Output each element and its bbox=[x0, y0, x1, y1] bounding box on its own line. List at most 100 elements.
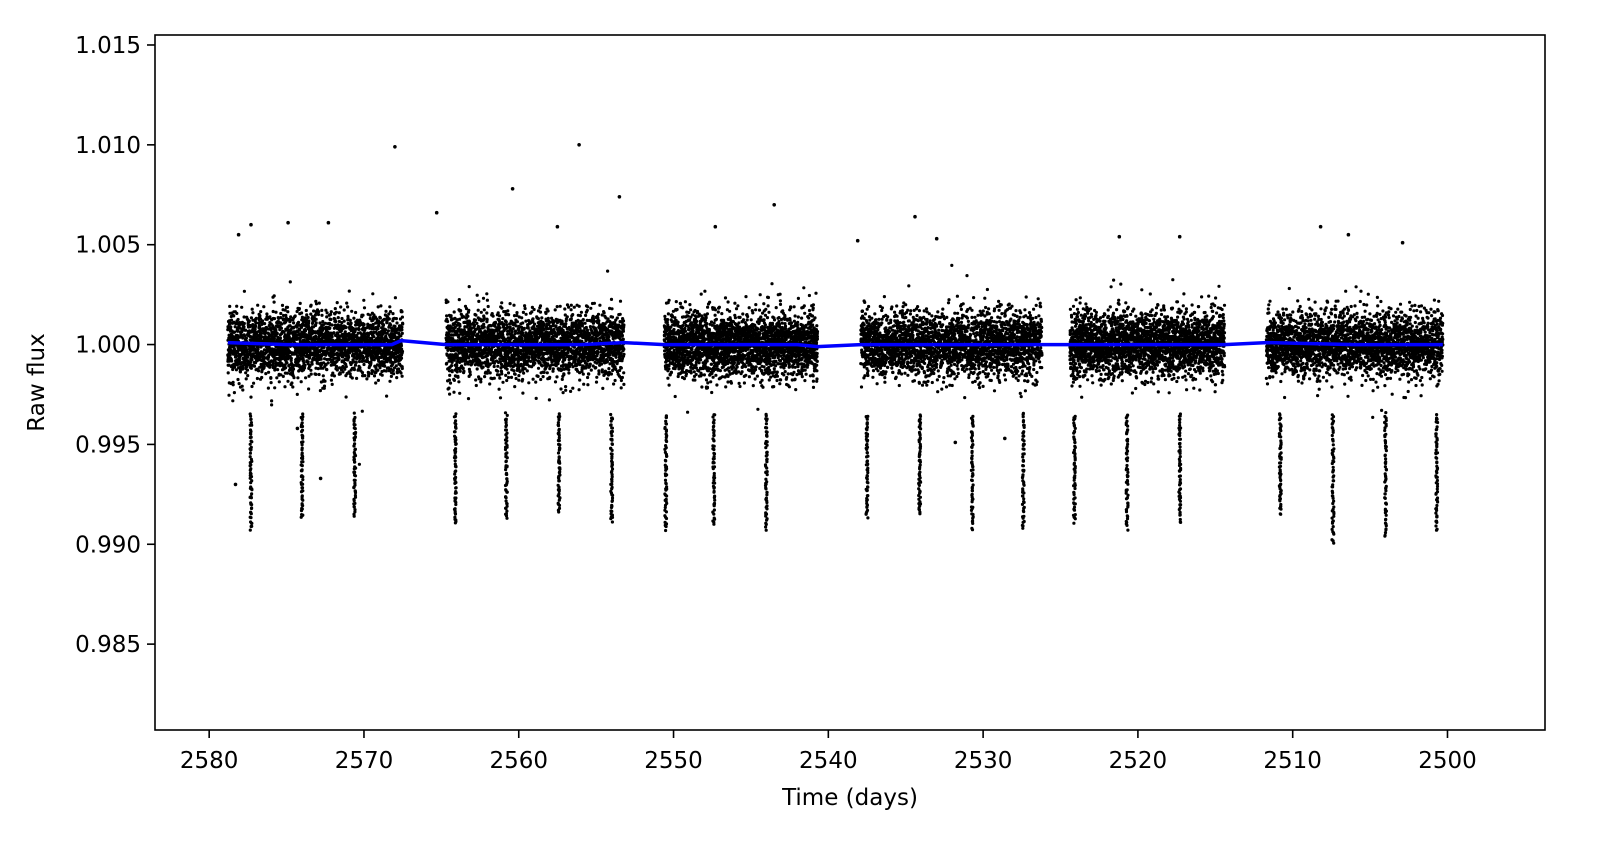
flux-point bbox=[332, 374, 336, 378]
flux-point bbox=[562, 373, 566, 377]
flux-point bbox=[361, 313, 365, 317]
flux-point bbox=[243, 328, 248, 332]
flux-point bbox=[262, 364, 266, 368]
flux-point bbox=[320, 313, 324, 317]
flux-point bbox=[394, 364, 398, 368]
flux-point bbox=[394, 317, 398, 321]
flux-point bbox=[455, 364, 459, 368]
flux-point bbox=[498, 326, 502, 330]
flux-point bbox=[310, 362, 314, 366]
flux-point bbox=[389, 323, 393, 327]
flux-point bbox=[510, 329, 514, 334]
flux-point bbox=[479, 377, 483, 381]
flux-point bbox=[565, 315, 569, 319]
flux-point bbox=[272, 300, 276, 304]
flux-point bbox=[240, 384, 244, 388]
flux-point bbox=[226, 371, 230, 375]
flux-point bbox=[567, 368, 571, 372]
flux-point bbox=[474, 313, 478, 317]
flux-point bbox=[513, 329, 518, 333]
flux-point bbox=[284, 313, 288, 317]
flux-point bbox=[309, 303, 313, 307]
flux-point bbox=[521, 391, 525, 395]
flux-point bbox=[344, 325, 348, 329]
flux-point bbox=[325, 311, 329, 315]
flux-point bbox=[577, 388, 581, 392]
flux-point bbox=[249, 366, 253, 370]
flux-point bbox=[347, 289, 351, 293]
flux-point bbox=[304, 376, 308, 380]
flux-point bbox=[534, 380, 538, 384]
flux-point bbox=[285, 305, 290, 309]
flux-point bbox=[276, 368, 280, 372]
flux-point bbox=[401, 322, 405, 326]
flux-point bbox=[512, 369, 516, 373]
flux-point bbox=[551, 367, 555, 371]
flux-point bbox=[383, 364, 387, 368]
flux-point bbox=[547, 398, 552, 402]
flux-point bbox=[393, 296, 397, 300]
flux-point bbox=[245, 368, 250, 372]
flux-point bbox=[318, 389, 322, 393]
flux-point bbox=[350, 349, 354, 353]
flux-point bbox=[569, 303, 573, 307]
flux-point bbox=[400, 310, 404, 314]
flux-point bbox=[601, 386, 605, 390]
flux-point bbox=[280, 322, 284, 326]
flux-point bbox=[269, 381, 273, 385]
flux-point bbox=[400, 328, 404, 332]
flux-point bbox=[283, 308, 287, 312]
flux-point bbox=[329, 312, 333, 316]
flux-point bbox=[266, 386, 270, 390]
flux-point bbox=[581, 372, 585, 376]
flux-point bbox=[360, 371, 365, 375]
flux-point bbox=[232, 314, 236, 318]
flux-point bbox=[339, 323, 343, 328]
flux-point bbox=[255, 359, 259, 363]
flux-point bbox=[317, 372, 321, 377]
flux-point bbox=[319, 357, 323, 361]
flux-point bbox=[250, 307, 254, 311]
flux-point bbox=[564, 388, 568, 392]
flux-point bbox=[540, 316, 544, 320]
flux-point bbox=[250, 358, 254, 362]
flux-point bbox=[393, 324, 397, 328]
flux-point bbox=[287, 335, 291, 339]
flux-point bbox=[267, 370, 271, 374]
flux-point bbox=[563, 356, 567, 360]
flux-point bbox=[531, 377, 535, 381]
flux-point bbox=[329, 310, 333, 314]
flux-point bbox=[275, 331, 279, 336]
flux-point bbox=[508, 302, 512, 306]
flux-point bbox=[254, 324, 258, 328]
flux-point bbox=[379, 304, 383, 308]
flux-point bbox=[278, 336, 282, 340]
flux-point bbox=[536, 317, 541, 321]
flux-point bbox=[314, 334, 318, 338]
flux-point bbox=[325, 368, 329, 372]
flux-point bbox=[488, 382, 492, 386]
flux-point bbox=[600, 370, 605, 374]
flux-point bbox=[513, 372, 517, 376]
flux-point bbox=[236, 329, 240, 333]
flux-point bbox=[534, 396, 538, 400]
flux-point bbox=[485, 292, 489, 296]
flux-point bbox=[605, 377, 610, 381]
flux-point bbox=[395, 376, 399, 380]
flux-point bbox=[320, 308, 324, 312]
flux-point bbox=[336, 316, 340, 320]
flux-point bbox=[242, 315, 246, 319]
flux-point bbox=[399, 356, 404, 360]
flux-point bbox=[563, 307, 567, 311]
flux-point bbox=[352, 368, 356, 372]
flux-point bbox=[482, 316, 486, 320]
flux-point bbox=[257, 369, 261, 373]
flux-point bbox=[255, 376, 259, 381]
flux-point bbox=[395, 321, 399, 325]
flux-point bbox=[533, 322, 537, 326]
flux-point bbox=[492, 364, 496, 369]
flux-point bbox=[607, 367, 611, 371]
flux-point bbox=[268, 363, 272, 367]
flux-point bbox=[524, 319, 528, 323]
flux-point bbox=[517, 374, 521, 378]
